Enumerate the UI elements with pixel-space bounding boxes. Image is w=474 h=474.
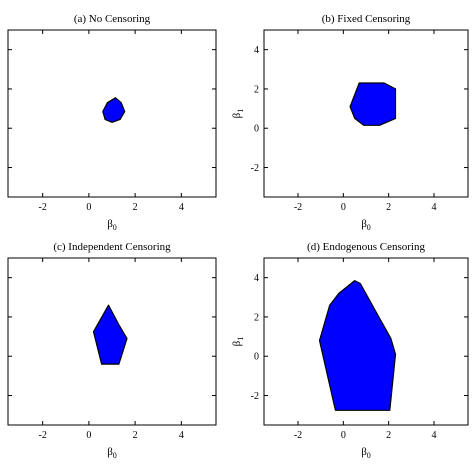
y-tick-label: -2 [251, 391, 259, 402]
panel-3: (c) Independent Censoring -2 0 2 4 β0 [7, 241, 217, 460]
y-tick-label: 0 [254, 352, 259, 363]
panel-title: (d) Endogenous Censoring [307, 241, 425, 253]
x-tick-label: 4 [179, 430, 184, 441]
x-tick-label: -2 [38, 430, 46, 441]
panel-title: (b) Fixed Censoring [322, 13, 411, 25]
y-tick-label: 4 [254, 273, 259, 284]
x-tick-label: 0 [341, 202, 346, 213]
confidence-region [318, 280, 397, 411]
confidence-region [92, 304, 128, 365]
x-tick-label: 0 [341, 430, 346, 441]
y-axis-label: β1 [231, 109, 245, 119]
x-axis-label: β0 [361, 446, 371, 460]
panel-4: (d) Endogenous Censoring -2 0 2 4 -2 0 2 4 β0 β1 [231, 241, 469, 460]
x-tick-label: -2 [294, 202, 302, 213]
panel-2: (b) Fixed Censoring -2 0 2 4 -2 0 2 4 β0 β1 [231, 13, 469, 232]
x-tick-label: 2 [386, 430, 391, 441]
x-tick-label: 2 [133, 430, 138, 441]
x-axis-label: β0 [107, 218, 117, 232]
y-tick-label: -2 [251, 163, 259, 174]
x-tick-label: -2 [294, 430, 302, 441]
x-tick-label: 4 [432, 202, 437, 213]
y-tick-label: 2 [254, 84, 259, 95]
x-tick-label: 4 [179, 202, 184, 213]
x-tick-label: -2 [38, 202, 46, 213]
x-tick-label: 0 [86, 202, 91, 213]
x-tick-label: 2 [133, 202, 138, 213]
x-tick-label: 4 [432, 430, 437, 441]
x-tick-label: 0 [86, 430, 91, 441]
x-axis-label: β0 [107, 446, 117, 460]
confidence-region [102, 97, 126, 123]
panel-title: (a) No Censoring [74, 13, 151, 25]
panel-1: (a) No Censoring -2 0 2 4 β0 [7, 13, 217, 232]
panel-title: (c) Independent Censoring [53, 241, 171, 253]
y-axis-label: β1 [231, 337, 245, 347]
confidence-region [349, 82, 397, 126]
y-tick-label: 0 [254, 124, 259, 135]
x-tick-label: 2 [386, 202, 391, 213]
x-axis-label: β0 [361, 218, 371, 232]
y-tick-label: 2 [254, 312, 259, 323]
y-tick-label: 4 [254, 45, 259, 56]
